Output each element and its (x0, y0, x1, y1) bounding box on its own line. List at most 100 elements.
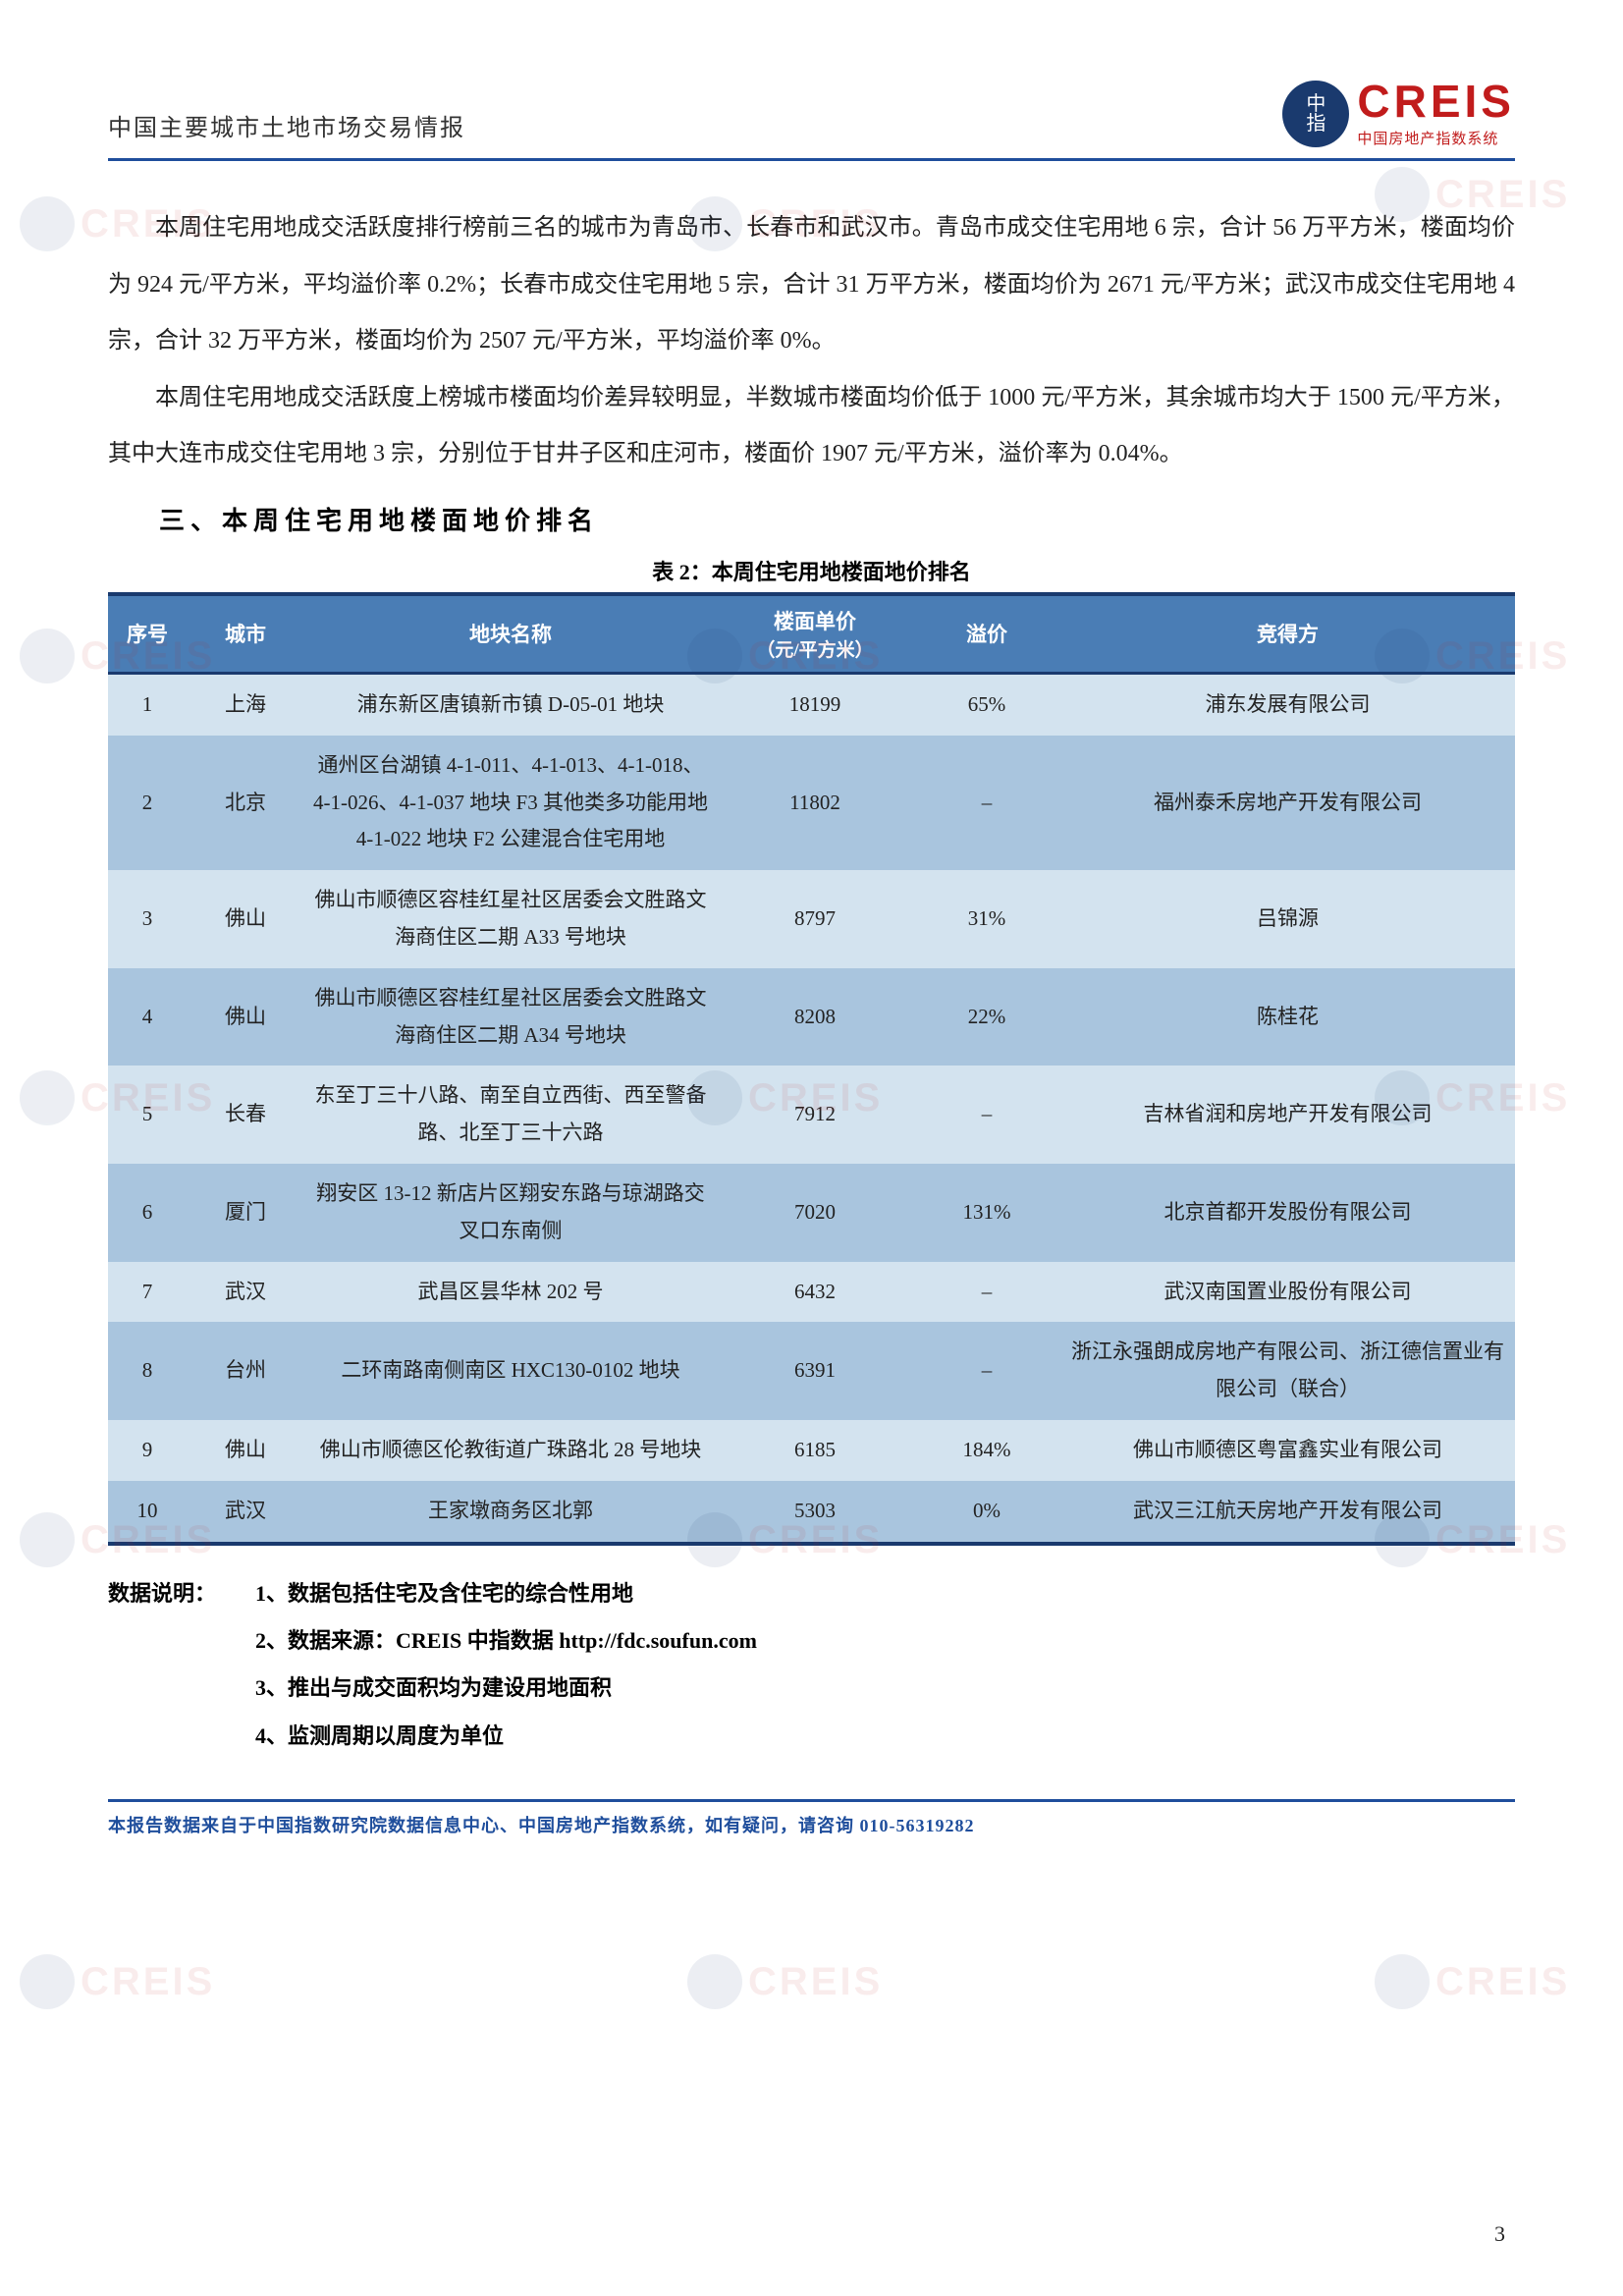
table-row: 4佛山佛山市顺德区容桂红星社区居委会文胜路文海商住区二期 A34 号地块8208… (108, 968, 1515, 1066)
logo-text: CREIS 中国房地产指数系统 (1357, 79, 1515, 148)
note-item: 1、数据包括住宅及含住宅的综合性用地 (255, 1570, 633, 1617)
cell-city: 佛山 (187, 870, 304, 968)
cell-idx: 1 (108, 673, 187, 735)
cell-premium: 184% (913, 1420, 1060, 1481)
cell-name: 武昌区昙华林 202 号 (304, 1262, 717, 1323)
cell-name: 王家墩商务区北郭 (304, 1481, 717, 1544)
cell-name: 东至丁三十八路、南至自立西街、西至警备路、北至丁三十六路 (304, 1066, 717, 1164)
cell-city: 佛山 (187, 1420, 304, 1481)
cell-buyer: 武汉南国置业股份有限公司 (1060, 1262, 1515, 1323)
cell-premium: 131% (913, 1164, 1060, 1262)
th-name: 地块名称 (304, 594, 717, 674)
th-buyer: 竞得方 (1060, 594, 1515, 674)
table-row: 8台州二环南路南侧南区 HXC130-0102 地块6391–浙江永强朗成房地产… (108, 1322, 1515, 1420)
cell-name: 浦东新区唐镇新市镇 D-05-01 地块 (304, 673, 717, 735)
th-price: 楼面单价 （元/平方米） (717, 594, 913, 674)
paragraph-1: 本周住宅用地成交活跃度排行榜前三名的城市为青岛市、长春市和武汉市。青岛市成交住宅… (108, 200, 1515, 370)
cell-price: 6185 (717, 1420, 913, 1481)
logo-block: 中 指 CREIS 中国房地产指数系统 (1282, 79, 1515, 148)
cell-idx: 8 (108, 1322, 187, 1420)
cell-premium: 0% (913, 1481, 1060, 1544)
watermark-icon: CREIS (1375, 1954, 1570, 2009)
th-idx: 序号 (108, 594, 187, 674)
cell-idx: 7 (108, 1262, 187, 1323)
page-header: 中国主要城市土地市场交易情报 中 指 CREIS 中国房地产指数系统 (108, 79, 1515, 148)
cell-buyer: 浦东发展有限公司 (1060, 673, 1515, 735)
note-item: 4、监测周期以周度为单位 (255, 1713, 1515, 1760)
footer-text: 本报告数据来自于中国指数研究院数据信息中心、中国房地产指数系统，如有疑问，请咨询… (108, 1812, 1515, 1837)
cell-price: 8797 (717, 870, 913, 968)
cell-buyer: 吕锦源 (1060, 870, 1515, 968)
cell-price: 11802 (717, 736, 913, 870)
cell-premium: 65% (913, 673, 1060, 735)
cell-idx: 2 (108, 736, 187, 870)
doc-title: 中国主要城市土地市场交易情报 (108, 79, 465, 142)
table-row: 2北京通州区台湖镇 4-1-011、4-1-013、4-1-018、4-1-02… (108, 736, 1515, 870)
cell-premium: – (913, 736, 1060, 870)
cell-idx: 9 (108, 1420, 187, 1481)
cell-buyer: 武汉三江航天房地产开发有限公司 (1060, 1481, 1515, 1544)
cell-name: 翔安区 13-12 新店片区翔安东路与琼湖路交叉口东南侧 (304, 1164, 717, 1262)
cell-buyer: 佛山市顺德区粤富鑫实业有限公司 (1060, 1420, 1515, 1481)
cell-city: 北京 (187, 736, 304, 870)
cell-idx: 4 (108, 968, 187, 1066)
note-item: 3、推出与成交面积均为建设用地面积 (255, 1665, 1515, 1712)
cell-buyer: 浙江永强朗成房地产有限公司、浙江德信置业有限公司（联合） (1060, 1322, 1515, 1420)
cell-buyer: 陈桂花 (1060, 968, 1515, 1066)
ranking-table: 序号 城市 地块名称 楼面单价 （元/平方米） 溢价 竞得方 1上海浦东新区唐镇… (108, 592, 1515, 1546)
cell-idx: 6 (108, 1164, 187, 1262)
cell-premium: 22% (913, 968, 1060, 1066)
cell-buyer: 福州泰禾房地产开发有限公司 (1060, 736, 1515, 870)
watermark-icon: CREIS (687, 1954, 883, 2009)
th-premium: 溢价 (913, 594, 1060, 674)
table-row: 5长春东至丁三十八路、南至自立西街、西至警备路、北至丁三十六路7912–吉林省润… (108, 1066, 1515, 1164)
table-row: 9佛山佛山市顺德区伦教街道广珠路北 28 号地块6185184%佛山市顺德区粤富… (108, 1420, 1515, 1481)
cell-name: 通州区台湖镇 4-1-011、4-1-013、4-1-018、4-1-026、4… (304, 736, 717, 870)
table-head: 序号 城市 地块名称 楼面单价 （元/平方米） 溢价 竞得方 (108, 594, 1515, 674)
notes-label: 数据说明： (108, 1570, 226, 1617)
logo-subtitle: 中国房地产指数系统 (1357, 128, 1515, 148)
bottom-divider (108, 1799, 1515, 1802)
cell-price: 7912 (717, 1066, 913, 1164)
cell-price: 6391 (717, 1322, 913, 1420)
cell-idx: 5 (108, 1066, 187, 1164)
table-row: 3佛山佛山市顺德区容桂红星社区居委会文胜路文海商住区二期 A33 号地块8797… (108, 870, 1515, 968)
top-divider (108, 158, 1515, 161)
cell-name: 佛山市顺德区容桂红星社区居委会文胜路文海商住区二期 A34 号地块 (304, 968, 717, 1066)
cell-price: 7020 (717, 1164, 913, 1262)
cell-buyer: 北京首都开发股份有限公司 (1060, 1164, 1515, 1262)
table-row: 7武汉武昌区昙华林 202 号6432–武汉南国置业股份有限公司 (108, 1262, 1515, 1323)
cell-city: 上海 (187, 673, 304, 735)
data-notes: 数据说明： 1、数据包括住宅及含住宅的综合性用地 2、数据来源：CREIS 中指… (108, 1570, 1515, 1761)
page-number: 3 (1494, 2221, 1505, 2247)
logo-creis-text: CREIS (1357, 79, 1515, 124)
cell-name: 二环南路南侧南区 HXC130-0102 地块 (304, 1322, 717, 1420)
cell-city: 厦门 (187, 1164, 304, 1262)
watermark-icon: CREIS (20, 1954, 215, 2009)
cell-premium: 31% (913, 870, 1060, 968)
table-body: 1上海浦东新区唐镇新市镇 D-05-01 地块1819965%浦东发展有限公司2… (108, 673, 1515, 1543)
cell-name: 佛山市顺德区伦教街道广珠路北 28 号地块 (304, 1420, 717, 1481)
cell-price: 5303 (717, 1481, 913, 1544)
cell-buyer: 吉林省润和房地产开发有限公司 (1060, 1066, 1515, 1164)
cell-idx: 3 (108, 870, 187, 968)
note-item: 2、数据来源：CREIS 中指数据 http://fdc.soufun.com (255, 1617, 1515, 1665)
cell-city: 佛山 (187, 968, 304, 1066)
cell-premium: – (913, 1262, 1060, 1323)
cell-name: 佛山市顺德区容桂红星社区居委会文胜路文海商住区二期 A33 号地块 (304, 870, 717, 968)
logo-badge-icon: 中 指 (1282, 81, 1349, 147)
cell-city: 武汉 (187, 1262, 304, 1323)
cell-city: 台州 (187, 1322, 304, 1420)
cell-price: 8208 (717, 968, 913, 1066)
cell-idx: 10 (108, 1481, 187, 1544)
table-row: 10武汉王家墩商务区北郭53030%武汉三江航天房地产开发有限公司 (108, 1481, 1515, 1544)
body-text-block: 本周住宅用地成交活跃度排行榜前三名的城市为青岛市、长春市和武汉市。青岛市成交住宅… (108, 200, 1515, 483)
cell-city: 武汉 (187, 1481, 304, 1544)
cell-price: 6432 (717, 1262, 913, 1323)
paragraph-2: 本周住宅用地成交活跃度上榜城市楼面均价差异较明显，半数城市楼面均价低于 1000… (108, 370, 1515, 483)
cell-premium: – (913, 1322, 1060, 1420)
cell-price: 18199 (717, 673, 913, 735)
section-heading: 三、本周住宅用地楼面地价排名 (159, 501, 1515, 537)
table-caption: 表 2：本周住宅用地楼面地价排名 (108, 555, 1515, 586)
th-city: 城市 (187, 594, 304, 674)
